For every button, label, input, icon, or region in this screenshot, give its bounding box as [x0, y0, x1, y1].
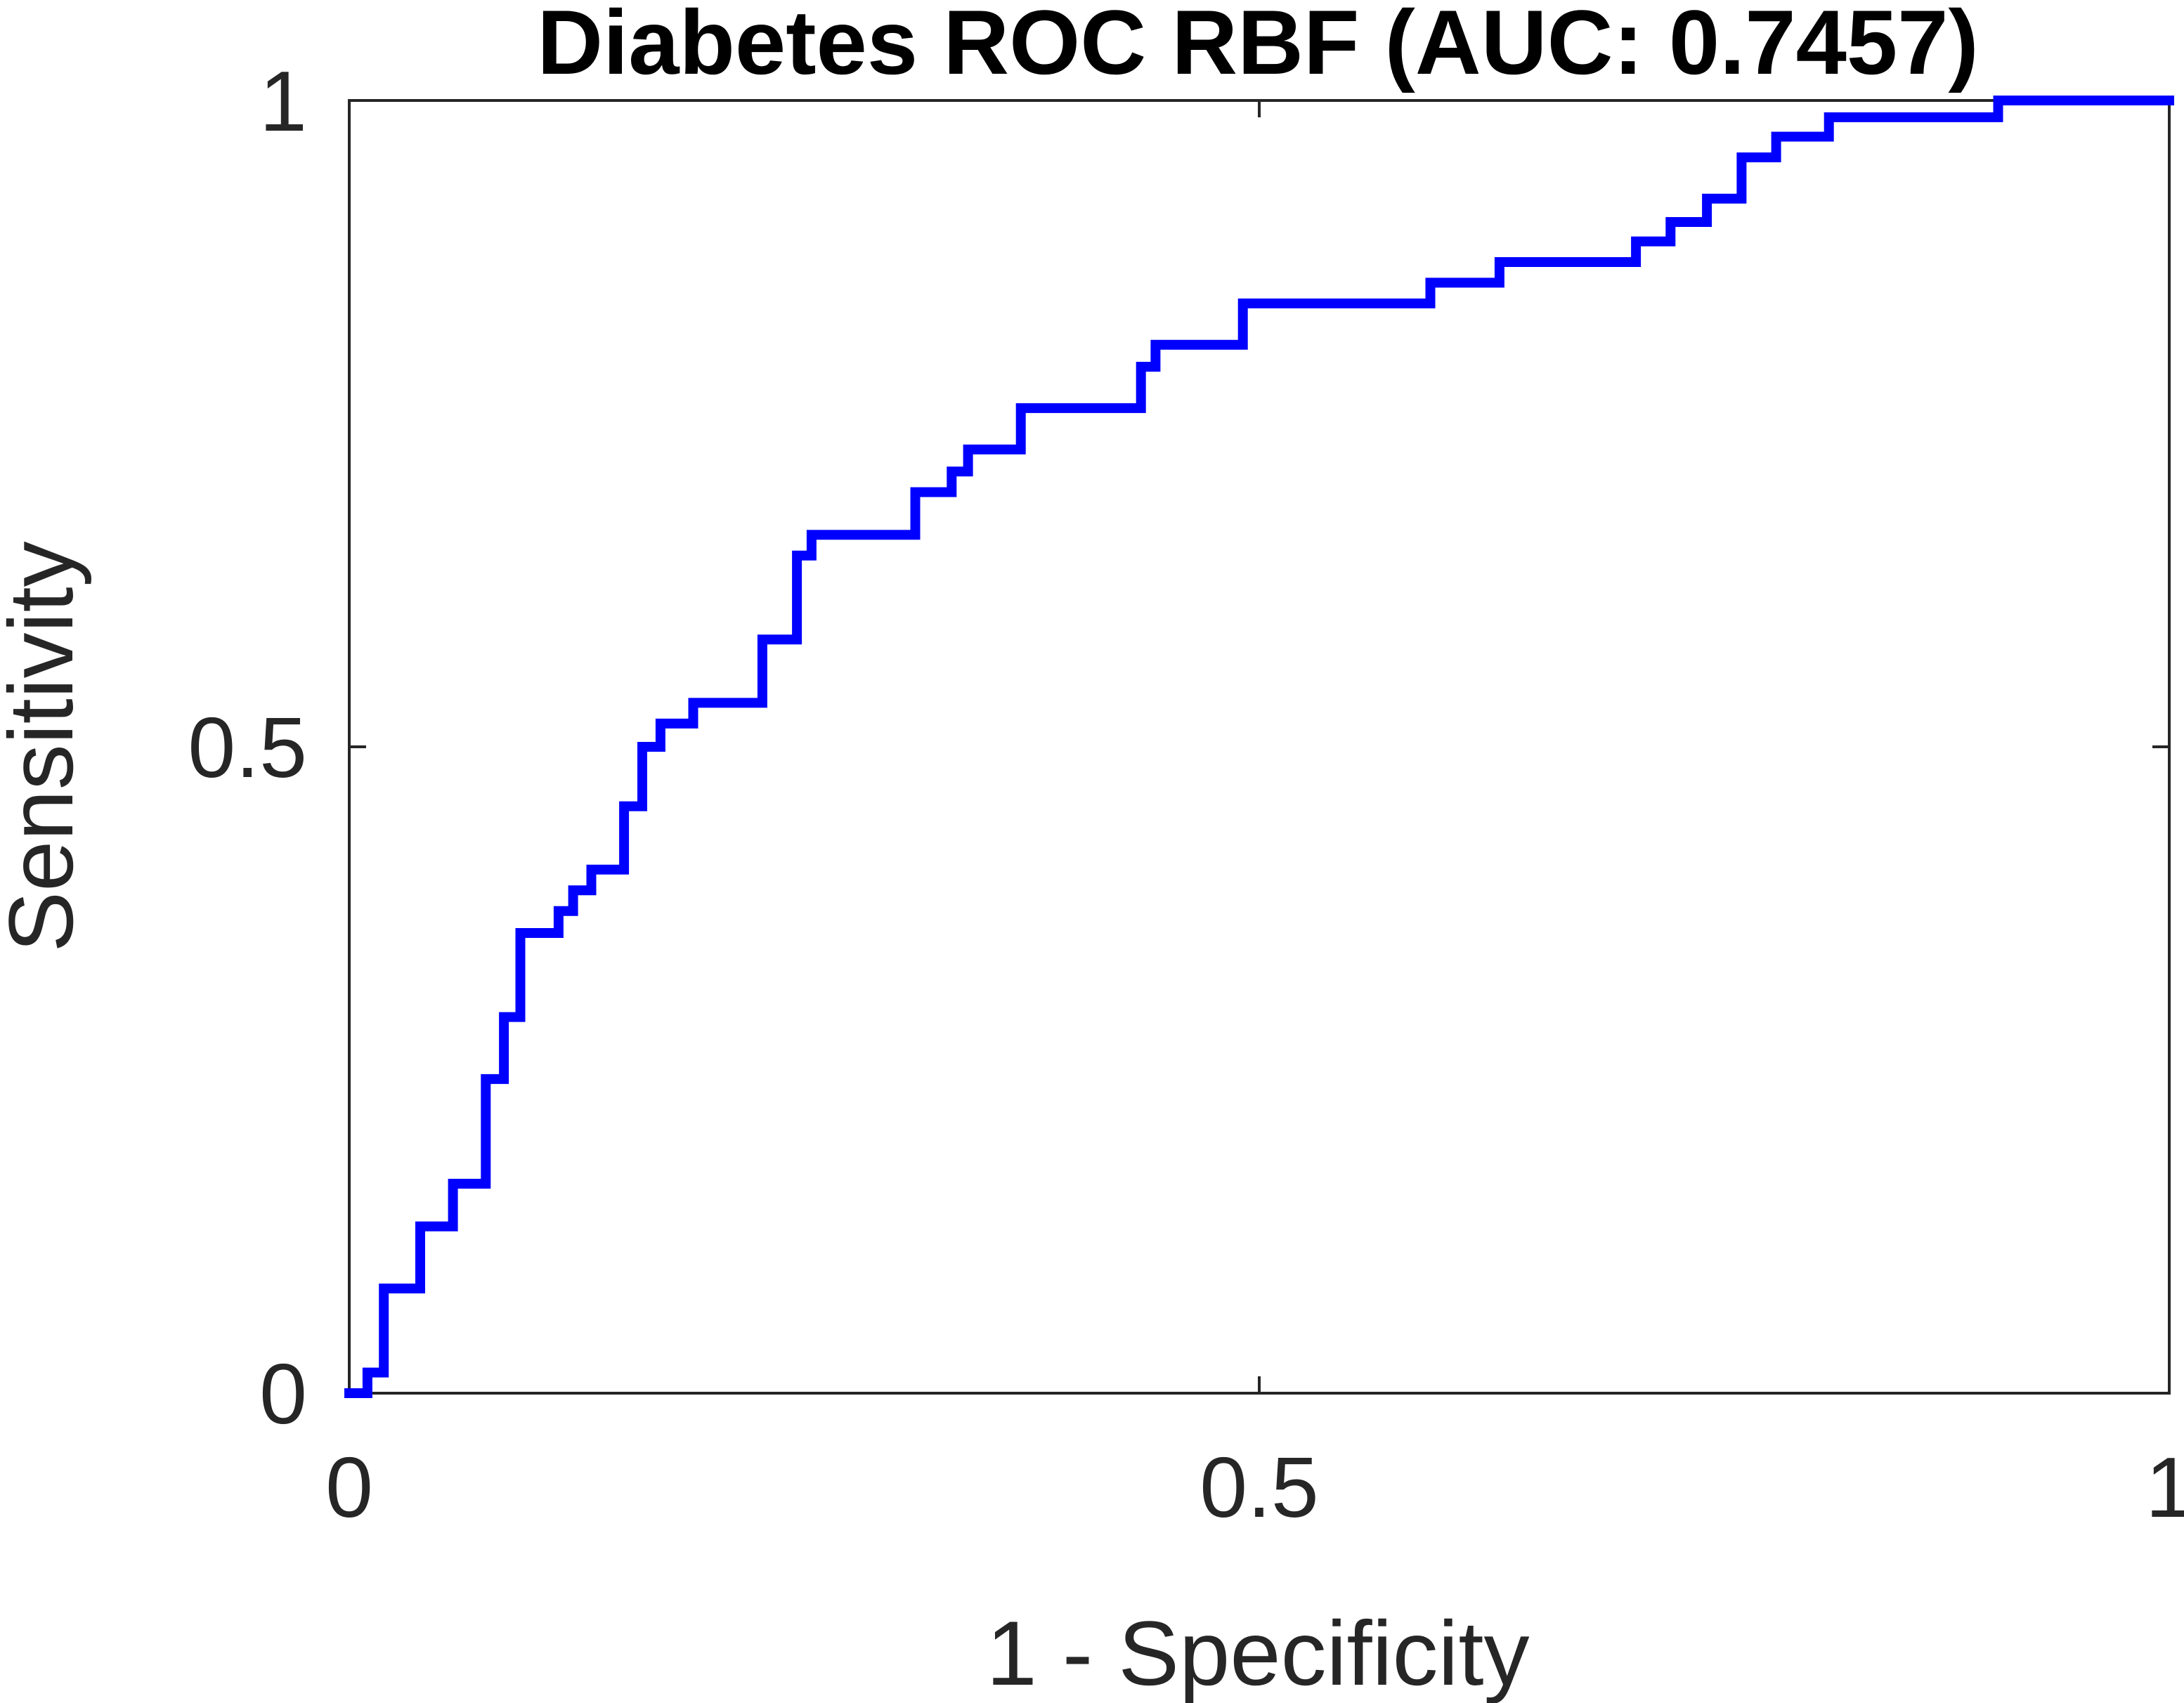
x-tick-label: 0.5	[1200, 1440, 1319, 1535]
x-tick-label: 1	[2145, 1440, 2184, 1535]
x-axis-label: 1 - Specificity	[986, 1602, 1529, 1703]
plot-area	[348, 99, 2171, 1395]
y-axis-label: Sensitivity	[0, 541, 92, 952]
roc-curve-line	[344, 96, 2174, 1398]
y-tick-label: 0.5	[188, 700, 307, 795]
y-tick-label: 0	[259, 1346, 307, 1442]
y-tick-label: 1	[259, 53, 307, 149]
chart-title: Diabetes ROC RBF (AUC: 0.7457)	[537, 0, 1979, 93]
tick-labels-layer: 0 0.5 1 0 0.5 1	[188, 53, 2184, 1535]
x-tick-label: 0	[325, 1440, 373, 1535]
